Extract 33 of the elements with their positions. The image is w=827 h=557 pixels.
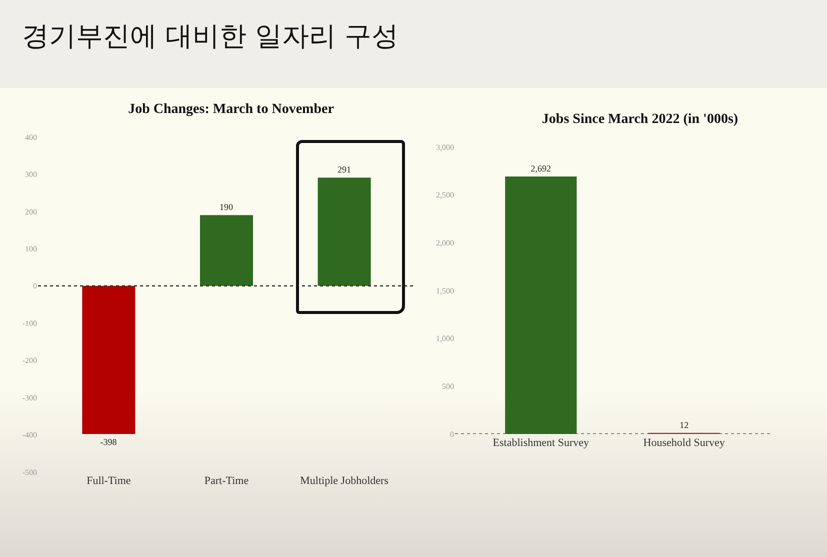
x-tick-label: Multiple Jobholders [300, 475, 388, 487]
x-tick-label: Full-Time [86, 475, 131, 487]
y-tick-label: 3,000 [436, 142, 454, 152]
y-tick-label: -100 [22, 318, 37, 328]
y-tick-label: 100 [25, 244, 37, 254]
chart-title: Job Changes: March to November [128, 102, 334, 117]
y-tick-label: 2,000 [436, 238, 454, 248]
y-tick-label: 200 [25, 207, 37, 216]
data-label: -398 [100, 437, 118, 448]
y-tick-label: 0 [33, 282, 37, 291]
y-tick-label: 1,000 [436, 334, 454, 344]
y-tick-label: 400 [25, 132, 37, 142]
x-tick-label: Establishment Survey [492, 437, 590, 449]
x-tick-label: Household Survey [643, 437, 726, 449]
y-tick-label: -500 [22, 468, 37, 477]
y-tick-label: 1,500 [436, 286, 454, 296]
bar [82, 286, 136, 434]
data-label: 190 [220, 202, 234, 212]
x-tick-label: Part-Time [204, 475, 249, 487]
data-label: 12 [680, 420, 689, 430]
bar [200, 215, 254, 286]
y-tick-label: 500 [442, 382, 454, 391]
y-tick-label: 300 [25, 170, 37, 180]
y-tick-label: 0 [450, 430, 454, 439]
bar [318, 178, 371, 286]
data-label: 2,692 [530, 163, 552, 174]
chart-title: Jobs Since March 2022 (in '000s) [542, 112, 738, 127]
y-tick-label: 2,500 [436, 190, 454, 200]
text: 경기부진에 대비한 일자리 구성 [22, 20, 399, 54]
y-tick-label: -300 [22, 393, 37, 402]
y-tick-label: -400 [22, 430, 37, 440]
y-tick-label: -200 [22, 356, 37, 366]
data-label: 291 [338, 164, 352, 175]
